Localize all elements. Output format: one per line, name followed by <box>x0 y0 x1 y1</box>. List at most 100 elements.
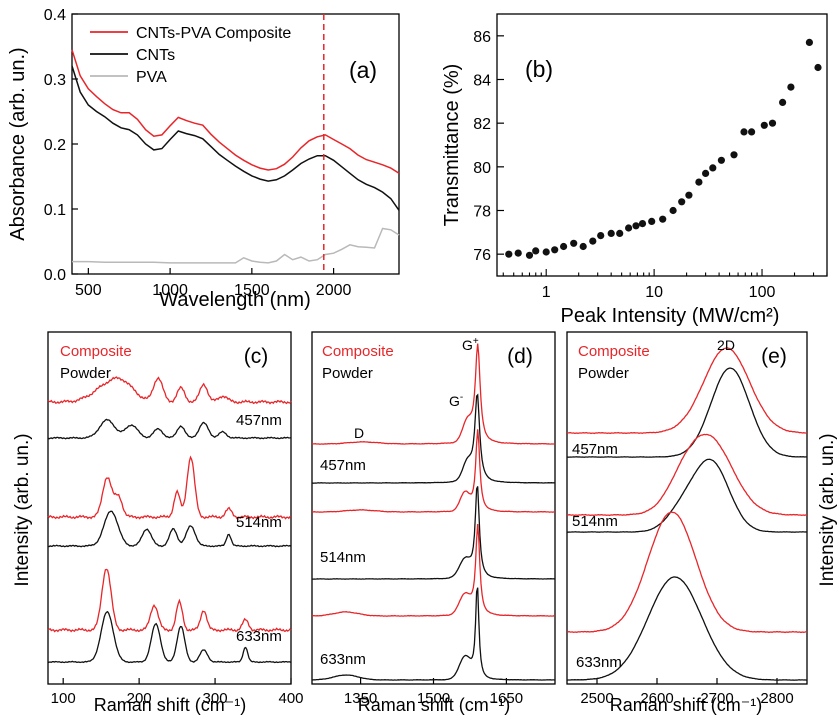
panel-a-series <box>71 49 400 264</box>
legend-label-cnts: CNTs <box>136 47 175 64</box>
data-point <box>768 119 777 127</box>
panel-xtick-label: 1650 <box>490 690 523 707</box>
spectrum-powder-514 <box>47 510 292 548</box>
panel-e-legend-composite: Composite <box>578 343 650 360</box>
panel-a-ytick-label: 0.3 <box>44 72 66 89</box>
panel-a-ytick-label: 0.1 <box>44 202 66 219</box>
panel-a-ytick-label: 0.2 <box>44 137 66 154</box>
data-point <box>625 224 633 232</box>
panel-c-laser-514: 514nm <box>236 514 282 531</box>
panel-c-ticks: 100 200 300 400 <box>51 678 304 707</box>
panel-e-ticks: 2500 2600 2700 2800 <box>580 678 794 707</box>
spectrum-composite-633 <box>47 568 292 633</box>
spectrum-powder-633 <box>47 610 292 664</box>
panel-e-legend-powder: Powder <box>578 365 629 382</box>
data-point <box>695 178 703 186</box>
data-point <box>597 232 605 240</box>
panel-b-ytick-label: 76 <box>473 247 491 264</box>
legend-label-composite: CNTs-PVA Composite <box>136 25 291 42</box>
panel-xtick-label: 1500 <box>417 690 450 707</box>
panel-b-ytick-label: 82 <box>473 116 491 133</box>
data-point <box>760 121 768 129</box>
panel-e: 2500 2600 2700 2800 Composite Powder (e) 2D… <box>566 331 838 715</box>
data-point <box>805 38 814 47</box>
spectrum-composite-457 <box>47 376 292 405</box>
panel-b-frame <box>496 13 828 277</box>
panel-d-spectra <box>311 343 556 681</box>
data-point <box>514 249 522 257</box>
panel-d-legend-powder: Powder <box>322 365 373 382</box>
spectrum-composite-514 <box>311 429 556 513</box>
panel-c-legend-composite: Composite <box>60 343 132 360</box>
panel-xtick-label: 300 <box>203 690 228 707</box>
panel-d-xlabel: Raman shift (cm⁻¹) <box>358 695 511 715</box>
spectrum-powder-633 <box>566 576 808 681</box>
panel-d-frame <box>311 331 556 685</box>
spectrum-composite-457 <box>566 347 808 435</box>
peak-label-2d: 2D <box>717 337 735 353</box>
panel-c-laser-457: 457nm <box>236 412 282 429</box>
data-point <box>570 239 578 247</box>
spectrum-powder-457 <box>311 393 555 484</box>
panel-c-label: (c) <box>244 345 269 368</box>
series-line-composite <box>71 49 400 174</box>
panel-a-xtick-label: 500 <box>75 282 102 299</box>
spectrum-powder-633 <box>311 587 556 681</box>
spectrum-powder-514 <box>566 458 808 533</box>
panel-b-ytick-label: 86 <box>473 29 491 46</box>
panel-b-xtick-label: 10 <box>645 284 663 301</box>
panel-e-label: (e) <box>761 345 787 368</box>
panel-d-label: (d) <box>507 345 533 368</box>
data-point <box>532 247 540 255</box>
panel-b: 1 10 100 76 78 80 82 84 86 (b) Transmittance (%)… <box>441 13 828 327</box>
panel-b-label: (b) <box>525 56 553 82</box>
panel-e-xlabel: Raman shift (cm⁻¹) <box>610 695 763 715</box>
panel-c-spectra <box>47 376 292 664</box>
data-point <box>648 217 656 225</box>
panel-a-ytick-label: 0.4 <box>44 7 66 24</box>
panel-a-ticks: 500 1000 1500 2000 0.0 0.1 0.2 0.3 0.4 <box>44 7 352 299</box>
peak-label-gplus: G+ <box>462 336 479 353</box>
data-point <box>551 246 559 254</box>
spectrum-composite-457 <box>311 343 556 445</box>
data-point <box>607 229 615 237</box>
data-point <box>542 248 550 256</box>
panel-c-ylabel: Intensity (arb. un.) <box>12 433 33 586</box>
panel-c-xlabel: Raman shift (cm⁻¹) <box>94 695 247 715</box>
spectrum-composite-514 <box>47 455 292 520</box>
data-point <box>589 237 597 245</box>
panel-c: 100 200 300 400 Composite Powder (c) 457nm … <box>12 331 304 715</box>
data-point <box>579 242 587 251</box>
data-point <box>740 128 748 136</box>
data-point <box>560 242 568 251</box>
data-point <box>669 206 677 215</box>
spectrum-composite-514 <box>566 433 807 517</box>
panel-e-frame <box>566 331 808 685</box>
data-point <box>659 215 667 223</box>
panel-a-frame <box>71 13 400 275</box>
data-point <box>717 156 726 164</box>
peak-label-gminus: G- <box>449 392 463 409</box>
data-point <box>702 169 710 177</box>
panel-a-ylabel: Absorbance (arb. un.) <box>7 47 29 240</box>
panel-c-laser-633: 633nm <box>236 628 282 645</box>
panel-a-ytick-label: 0.0 <box>44 267 66 284</box>
panel-b-ytick-label: 84 <box>473 73 491 90</box>
panel-d-laser-457: 457nm <box>320 457 366 474</box>
series-line-cnts <box>71 65 400 211</box>
data-point <box>525 251 534 259</box>
panel-a-legend: CNTs-PVA Composite CNTs PVA <box>90 25 291 86</box>
panel-xtick-label: 2500 <box>580 690 613 707</box>
panel-xtick-label: 2600 <box>640 690 673 707</box>
data-point <box>685 191 693 199</box>
panel-c-frame <box>47 331 292 685</box>
panel-xtick-label: 400 <box>278 690 303 707</box>
panel-b-points <box>505 38 822 259</box>
panel-d-laser-633: 633nm <box>320 651 366 668</box>
data-point <box>748 128 756 136</box>
data-point <box>779 98 787 106</box>
panel-d: 1350 1500 1650 Composite Powder (d) G+ G- … <box>311 331 556 715</box>
panel-b-ytick-label: 78 <box>473 204 491 221</box>
panel-a-xlabel: Wavelength (nm) <box>159 289 311 311</box>
